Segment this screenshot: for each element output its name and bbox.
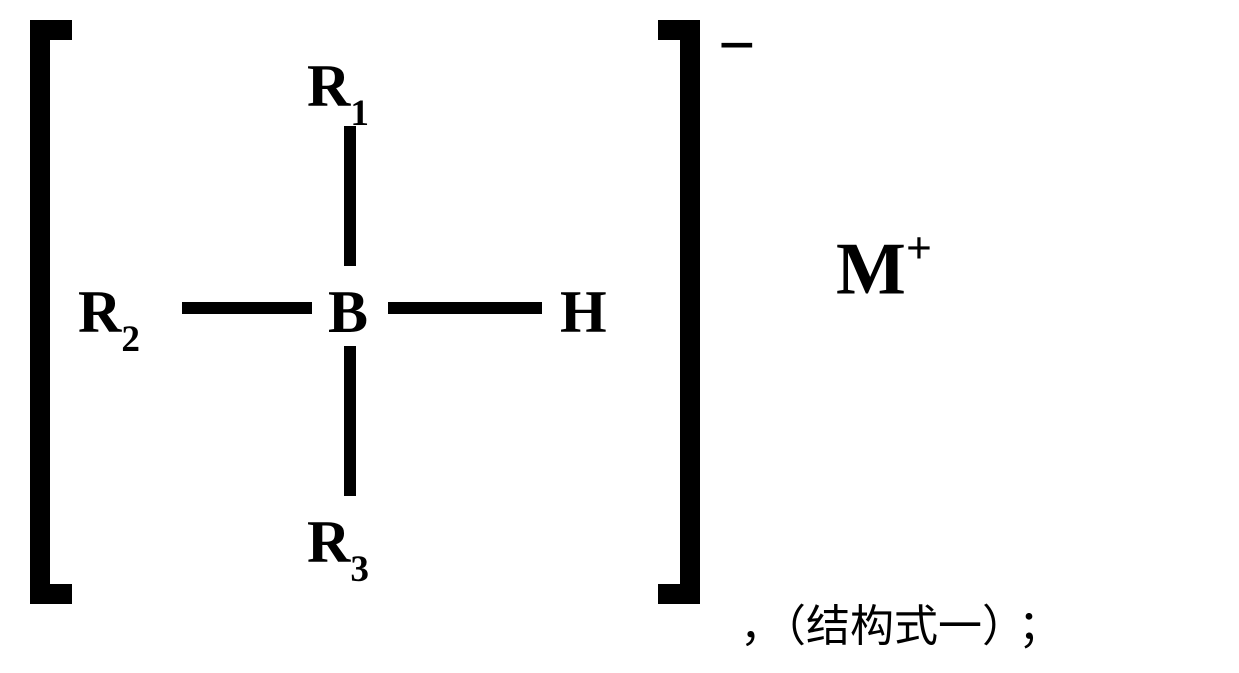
charge-minus: −	[718, 8, 756, 84]
atom-bottom: R3	[307, 508, 369, 585]
caption-semicolon: ；	[1018, 602, 1062, 651]
bond-bottom	[344, 346, 356, 496]
caption-open: （	[784, 602, 806, 651]
cation-text: M	[836, 229, 906, 311]
bracket-left-bottom-tab	[30, 584, 72, 604]
bond-right	[388, 302, 542, 314]
atom-left: R2	[78, 278, 140, 355]
atom-left-sub: 2	[121, 319, 140, 360]
bracket-right-vertical	[680, 20, 700, 604]
atom-left-text: R	[78, 279, 121, 345]
atom-right: H	[560, 278, 607, 347]
bond-top	[344, 126, 356, 266]
atom-right-text: H	[560, 279, 607, 345]
bracket-right-top-tab	[658, 20, 700, 40]
atom-center-text: B	[328, 279, 368, 345]
bond-left	[182, 302, 312, 314]
atom-top-text: R	[307, 53, 350, 119]
atom-bottom-text: R	[307, 509, 350, 575]
caption: ，（结构式一） ；	[740, 590, 1062, 654]
atom-center: B	[328, 278, 368, 347]
atom-top: R1	[307, 52, 369, 129]
bracket-left-top-tab	[30, 20, 72, 40]
bracket-right-bottom-tab	[658, 584, 700, 604]
atom-bottom-sub: 3	[350, 549, 369, 590]
structure-diagram: B R1 R2 H R3 − M+ ，（结构式一）；	[0, 0, 1239, 673]
caption-close: ）	[982, 602, 1004, 651]
caption-text: 结构式一	[806, 602, 982, 651]
cation-sup: +	[906, 222, 932, 273]
atom-top-sub: 1	[350, 93, 369, 134]
cation: M+	[836, 226, 932, 313]
caption-comma: ，	[740, 602, 784, 651]
bracket-left-vertical	[30, 20, 50, 604]
charge-minus-text: −	[718, 9, 756, 82]
